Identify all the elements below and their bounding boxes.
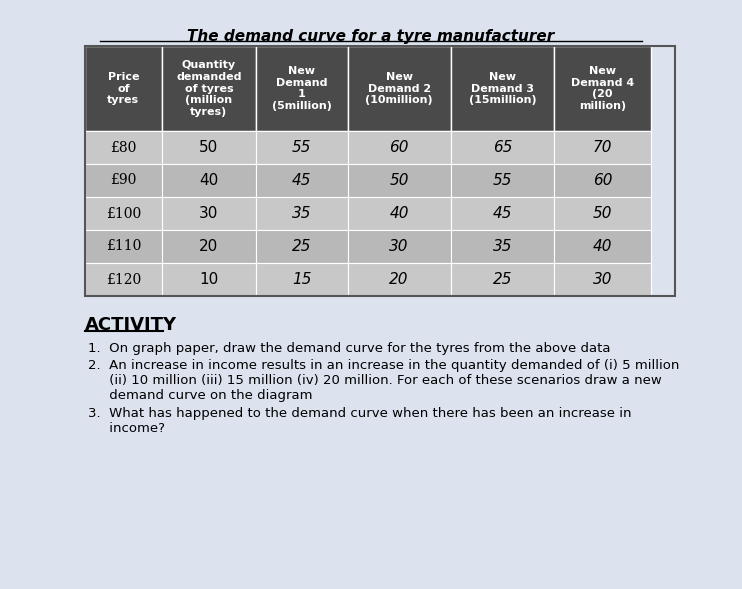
Text: 20: 20 — [200, 239, 219, 254]
Text: 50: 50 — [390, 173, 409, 188]
Bar — [347, 164, 451, 197]
Text: £100: £100 — [105, 207, 141, 220]
Text: 15: 15 — [292, 272, 312, 287]
Bar — [451, 46, 554, 131]
Text: 55: 55 — [493, 173, 512, 188]
Text: Price
of
tyres: Price of tyres — [108, 72, 139, 105]
Bar — [162, 263, 256, 296]
Text: The demand curve for a tyre manufacturer: The demand curve for a tyre manufacturer — [188, 29, 554, 44]
Text: 60: 60 — [390, 140, 409, 155]
Text: 35: 35 — [292, 206, 312, 221]
Text: 1.  On graph paper, draw the demand curve for the tyres from the above data: 1. On graph paper, draw the demand curve… — [88, 342, 611, 355]
Bar — [85, 46, 675, 296]
Text: 25: 25 — [292, 239, 312, 254]
Text: 3.  What has happened to the demand curve when there has been an increase in
   : 3. What has happened to the demand curve… — [88, 406, 631, 435]
Text: 45: 45 — [292, 173, 312, 188]
Text: New
Demand 4
(20
million): New Demand 4 (20 million) — [571, 66, 634, 111]
Bar — [451, 230, 554, 263]
Bar — [347, 46, 451, 131]
Text: £110: £110 — [105, 240, 141, 253]
Text: 65: 65 — [493, 140, 512, 155]
Text: New
Demand 3
(15million): New Demand 3 (15million) — [469, 72, 536, 105]
Text: 35: 35 — [493, 239, 512, 254]
Text: New
Demand 2
(10million): New Demand 2 (10million) — [365, 72, 433, 105]
Bar — [85, 263, 162, 296]
Bar — [554, 164, 651, 197]
Bar — [347, 230, 451, 263]
Text: 50: 50 — [593, 206, 612, 221]
Text: 60: 60 — [593, 173, 612, 188]
Text: £90: £90 — [110, 174, 137, 187]
Bar — [451, 131, 554, 164]
Bar — [347, 197, 451, 230]
Bar — [451, 197, 554, 230]
Bar — [85, 197, 162, 230]
Bar — [256, 131, 347, 164]
Bar — [256, 230, 347, 263]
Text: 2.  An increase in income results in an increase in the quantity demanded of (i): 2. An increase in income results in an i… — [88, 359, 680, 402]
Bar — [162, 164, 256, 197]
Bar — [85, 164, 162, 197]
Bar — [162, 197, 256, 230]
Bar — [451, 164, 554, 197]
Text: Quantity
demanded
of tyres
(million
tyres): Quantity demanded of tyres (million tyre… — [176, 60, 242, 117]
Text: 20: 20 — [390, 272, 409, 287]
Text: £120: £120 — [105, 273, 141, 286]
Text: 40: 40 — [390, 206, 409, 221]
Text: 55: 55 — [292, 140, 312, 155]
Bar — [256, 197, 347, 230]
Bar — [162, 230, 256, 263]
Text: 30: 30 — [390, 239, 409, 254]
Text: 70: 70 — [593, 140, 612, 155]
Bar — [554, 197, 651, 230]
Text: 50: 50 — [200, 140, 219, 155]
Text: 10: 10 — [200, 272, 219, 287]
Text: 30: 30 — [593, 272, 612, 287]
Bar — [162, 46, 256, 131]
Bar — [554, 263, 651, 296]
Text: 40: 40 — [593, 239, 612, 254]
Bar — [256, 164, 347, 197]
Bar — [554, 46, 651, 131]
Bar — [347, 131, 451, 164]
Bar — [256, 46, 347, 131]
Text: 45: 45 — [493, 206, 512, 221]
Bar — [85, 131, 162, 164]
Text: New
Demand
1
(5million): New Demand 1 (5million) — [272, 66, 332, 111]
Bar — [451, 263, 554, 296]
Bar — [85, 46, 162, 131]
Text: 40: 40 — [200, 173, 219, 188]
Text: 30: 30 — [199, 206, 219, 221]
Bar — [85, 230, 162, 263]
Bar — [554, 131, 651, 164]
Bar — [347, 263, 451, 296]
Bar — [162, 131, 256, 164]
Text: 25: 25 — [493, 272, 512, 287]
Text: ACTIVITY: ACTIVITY — [85, 316, 177, 334]
Text: £80: £80 — [110, 141, 137, 154]
Bar — [554, 230, 651, 263]
Bar — [256, 263, 347, 296]
